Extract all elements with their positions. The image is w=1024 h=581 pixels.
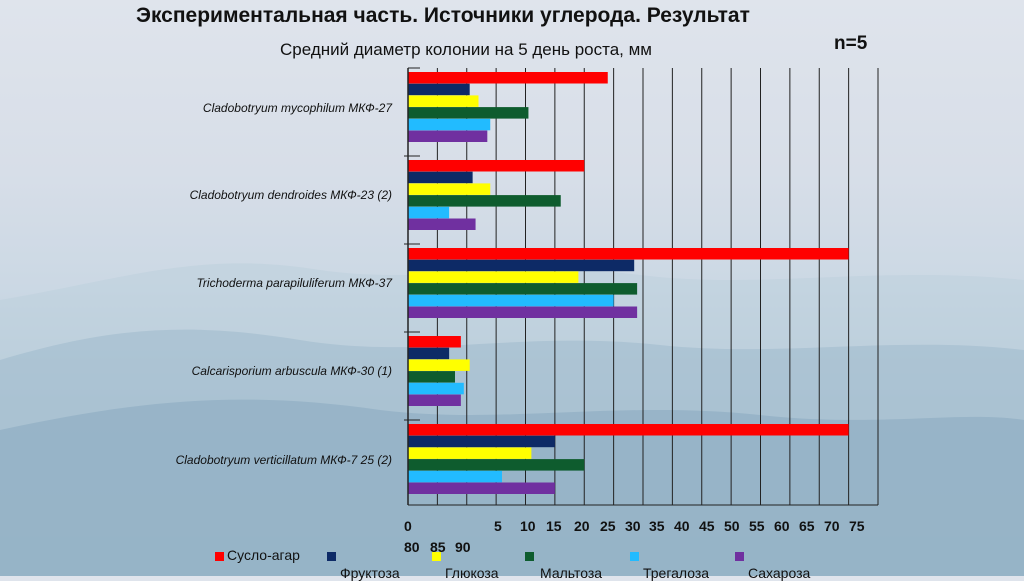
bar-3-1 — [408, 248, 849, 260]
x-tick-label: 10 — [520, 518, 536, 534]
bar-2-4 — [408, 195, 561, 207]
bar-4-4 — [408, 371, 455, 383]
x-tick-label: 90 — [455, 539, 471, 555]
bar-1-6 — [408, 130, 488, 142]
bar-5-3 — [408, 447, 532, 459]
legend-swatch — [525, 552, 534, 561]
bar-5-4 — [408, 459, 585, 471]
category-label: Cladobotryum verticillatum МКФ-7 25 (2) — [175, 453, 392, 467]
chart-title: Средний диаметр колонии на 5 день роста,… — [280, 40, 652, 59]
legend-label: Глюкоза — [445, 565, 499, 581]
x-tick-label: 25 — [600, 518, 616, 534]
bar-3-6 — [408, 306, 638, 318]
bar-5-6 — [408, 482, 555, 494]
x-tick-label: 40 — [674, 518, 690, 534]
x-tick-label: 60 — [774, 518, 790, 534]
x-tick-label: 5 — [494, 518, 502, 534]
x-tick-label: 20 — [574, 518, 590, 534]
legend-swatch — [432, 552, 441, 561]
bar-3-4 — [408, 283, 638, 295]
bar-1-4 — [408, 107, 529, 119]
bar-4-2 — [408, 347, 450, 360]
bar-4-6 — [408, 394, 461, 406]
bar-3-5 — [408, 294, 614, 307]
bar-5-1 — [408, 424, 849, 436]
x-tick-label: 35 — [649, 518, 665, 534]
x-tick-label: 80 — [404, 539, 420, 555]
x-tick-label: 70 — [824, 518, 840, 534]
bar-2-5 — [408, 206, 450, 219]
legend-swatch — [215, 552, 224, 561]
legend-label: Сусло-агар — [227, 547, 300, 563]
category-label: Cladobotryum mycophilum МКФ-27 — [202, 101, 392, 115]
bar-5-5 — [408, 470, 502, 483]
category-label: Cladobotryum dendroides МКФ-23 (2) — [189, 188, 392, 202]
legend-label: Трегалоза — [643, 565, 710, 581]
legend-label: Мальтоза — [540, 565, 603, 581]
legend-swatch — [735, 552, 744, 561]
legend-label: Сахароза — [748, 565, 811, 581]
x-tick-label: 0 — [404, 518, 412, 534]
bar-1-1 — [408, 72, 608, 84]
legend-swatch — [327, 552, 336, 561]
bar-4-5 — [408, 382, 464, 395]
bar-3-2 — [408, 259, 635, 272]
bar-2-3 — [408, 183, 491, 195]
x-tick-label: 75 — [849, 518, 865, 534]
category-label: Calcarisporium arbuscula МКФ-30 (1) — [191, 364, 392, 378]
x-tick-label: 50 — [724, 518, 740, 534]
slide-title: Экспериментальная часть. Источники углер… — [136, 4, 750, 27]
bar-5-2 — [408, 435, 555, 448]
legend-swatch — [630, 552, 639, 561]
legend-label: Фруктоза — [340, 565, 400, 581]
bar-3-3 — [408, 271, 579, 283]
bar-2-2 — [408, 171, 473, 184]
bar-1-5 — [408, 118, 491, 131]
bar-4-1 — [408, 336, 461, 348]
category-label: Trichoderma parapiluliferum МКФ-37 — [196, 276, 392, 290]
x-tick-label: 45 — [699, 518, 715, 534]
x-tick-label: 30 — [625, 518, 641, 534]
x-tick-label: 85 — [430, 539, 446, 555]
bar-1-2 — [408, 83, 470, 96]
bar-2-1 — [408, 160, 585, 172]
sample-size-label: n=5 — [834, 33, 868, 54]
bar-1-3 — [408, 95, 479, 107]
x-tick-label: 55 — [749, 518, 765, 534]
x-tick-label: 15 — [546, 518, 562, 534]
bar-4-3 — [408, 359, 470, 371]
x-tick-label: 65 — [799, 518, 815, 534]
bar-2-6 — [408, 218, 476, 230]
